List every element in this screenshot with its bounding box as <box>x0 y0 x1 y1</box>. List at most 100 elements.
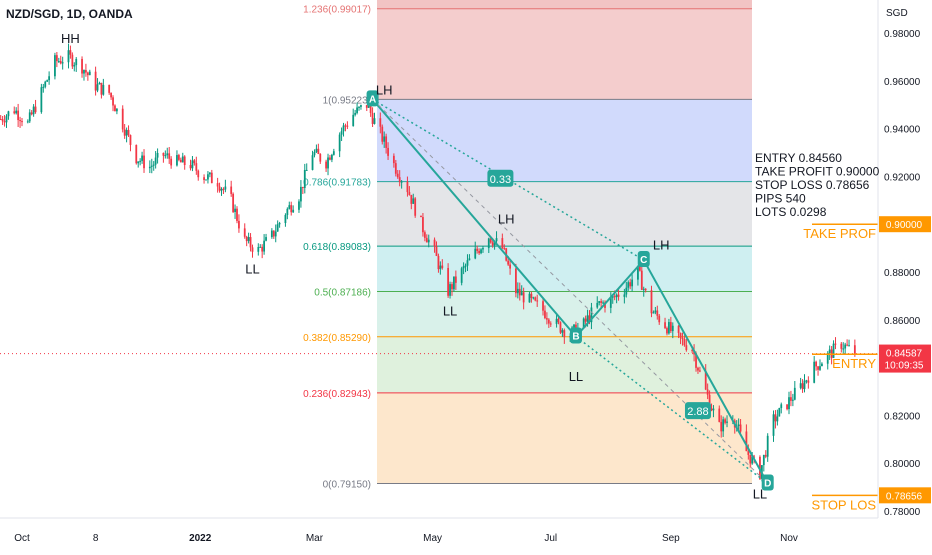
candle-body <box>75 58 78 66</box>
pattern-point-badge <box>637 251 650 268</box>
candle-body <box>617 294 620 297</box>
candle-body <box>191 160 194 169</box>
fib-level-label: 0.236(0.82943) <box>303 389 371 400</box>
candle-body <box>821 363 823 367</box>
candle-body <box>189 165 192 169</box>
candle-body <box>243 228 246 237</box>
swing-label: LH <box>376 82 393 97</box>
candle-body <box>371 112 374 124</box>
candle-body <box>536 300 539 302</box>
candle-body <box>412 198 415 204</box>
candle-body <box>168 153 171 159</box>
candle-body <box>86 72 89 76</box>
candle-body <box>832 343 835 358</box>
candle-body <box>724 419 726 423</box>
candle-body <box>739 424 742 432</box>
candle-body <box>427 239 430 243</box>
candle-body <box>238 220 240 229</box>
candle-body <box>108 84 111 93</box>
candle-body <box>207 174 209 180</box>
candle-body <box>284 214 287 224</box>
trade-note-line: TAKE PROFIT 0.90000 <box>755 165 880 179</box>
candle-body <box>100 82 103 95</box>
swing-labels: HH LL LH LL LH LL LH LL <box>61 31 767 501</box>
candle-body <box>69 50 72 55</box>
candle-body <box>270 230 273 238</box>
candle-body <box>67 50 70 63</box>
candle-body <box>55 55 58 62</box>
candle-body <box>600 301 603 303</box>
candle-body <box>842 348 845 350</box>
swing-label: LL <box>753 486 767 501</box>
candle-body <box>379 118 382 127</box>
horizontal-lines: TAKE PROF ENTRY STOP LOS <box>803 223 878 512</box>
candle-body <box>13 111 16 114</box>
price-tick-label: 0.88000 <box>884 268 921 279</box>
candle-body <box>588 315 591 323</box>
candle-body <box>170 158 173 166</box>
price-tick-label: 0.92000 <box>884 172 921 183</box>
candle-body <box>121 108 124 130</box>
candle-body <box>685 345 688 351</box>
candle-body <box>650 290 653 314</box>
candle-body <box>26 121 29 123</box>
price-badge <box>879 216 931 233</box>
candle-body <box>718 408 721 422</box>
candle-body <box>549 323 552 325</box>
candle-body <box>330 154 333 160</box>
candle-body <box>137 161 140 164</box>
candle-body <box>71 54 74 67</box>
candle-body <box>224 186 227 190</box>
candle-body <box>311 155 314 170</box>
candle-body <box>631 279 634 287</box>
pattern-diagonal <box>372 99 769 484</box>
candle-body <box>658 315 661 323</box>
swing-label: LH <box>498 211 515 226</box>
time-tick-label: Jul <box>544 533 557 544</box>
candle-body <box>197 170 200 178</box>
candle-body <box>561 330 564 333</box>
candle-body <box>261 246 264 252</box>
candle-body <box>590 307 593 323</box>
candle-body <box>154 157 157 165</box>
pattern-ratio-label: 0.33 <box>490 174 511 186</box>
candle-body <box>102 84 105 95</box>
candle-body <box>799 383 802 388</box>
price-badge <box>879 487 931 504</box>
candle-body <box>164 155 167 157</box>
candle-body <box>476 248 479 251</box>
candle-body <box>439 265 442 270</box>
candle-body <box>437 255 440 270</box>
candle-body <box>468 258 471 261</box>
candle-body <box>615 294 618 298</box>
candle-body <box>356 107 358 113</box>
level-line-label: ENTRY <box>832 356 876 371</box>
time-axis[interactable]: Oct 8 2022 Mar May Jul Sep Nov <box>0 517 878 544</box>
price-axis[interactable]: SGD 0.98000 0.96000 0.94000 0.92000 0.90000 0.… <box>877 0 932 550</box>
candle-body <box>150 165 153 167</box>
candle-body <box>555 318 558 324</box>
candle-body <box>840 343 843 349</box>
pattern-leg <box>371 98 577 338</box>
candle-body <box>365 105 368 108</box>
candle-body <box>706 389 709 395</box>
candle-body <box>507 260 510 265</box>
pattern-leg <box>642 259 769 485</box>
candle-body <box>677 325 680 333</box>
candle-body <box>152 164 155 166</box>
candle-body <box>774 414 777 422</box>
candle-body <box>259 246 262 248</box>
candle-body <box>627 282 630 288</box>
candle-body <box>778 407 781 417</box>
candle-body <box>503 248 506 250</box>
pattern-point-label: C <box>640 255 647 266</box>
candle-body <box>28 112 31 122</box>
candle-body <box>447 268 450 296</box>
candle-body <box>528 293 531 303</box>
candle-body <box>354 112 357 115</box>
candle-body <box>586 315 589 322</box>
swing-label: LL <box>569 369 583 384</box>
candle-body <box>790 397 792 401</box>
